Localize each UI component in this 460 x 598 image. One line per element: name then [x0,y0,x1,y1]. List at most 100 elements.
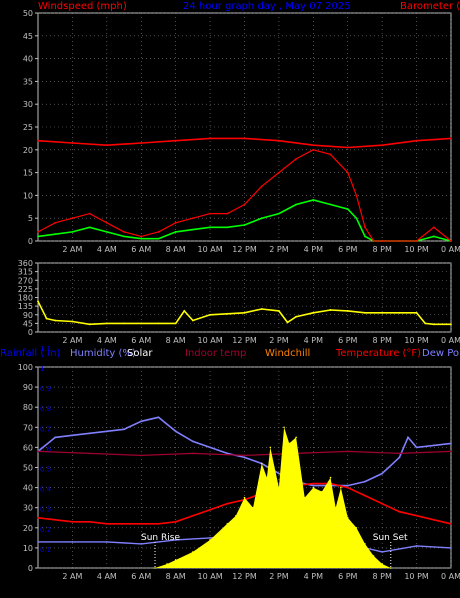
x-tick-label: 2 PM [269,572,288,581]
x-tick-label: 8 AM [166,245,186,254]
rainfall-tick-label: 0.6 [40,445,52,453]
point-barometer [71,142,74,144]
point-direction [183,310,186,312]
point-wind-gust [105,221,108,224]
point-solar [303,496,306,499]
point-barometer [209,137,211,140]
y-tick-label: 35 [23,77,33,86]
x-tick-label: 4 AM [97,572,117,581]
x-tick-label: 10 AM [198,572,223,581]
point-barometer [140,142,143,144]
x-tick-label: 4 AM [97,336,117,345]
x-tick-label: 6 PM [338,572,357,581]
x-tick-label: 6 PM [338,336,357,345]
point-wind-gust [398,240,401,242]
point-wind-avg [105,230,108,233]
point-wind-gust [432,226,435,229]
point-wind-avg [260,217,263,220]
point-direction [191,319,194,322]
point-barometer [37,139,39,142]
x-tick-label: 2 AM [62,336,82,345]
point-humidity [312,484,315,487]
legend-indoor-temp: Indoor temp [185,348,246,359]
point-wind-avg [329,203,332,206]
point-wind-gust [450,240,452,242]
point-solar [235,514,237,517]
point-temperature [364,494,366,497]
point-direction [346,310,349,312]
point-temperature [88,520,91,523]
y-tick-label: 45 [23,32,33,41]
point-temperature [54,518,57,521]
point-temperature [37,516,39,519]
point-indoor-temp [88,452,91,455]
x-tick-label: 0 AM [441,245,460,254]
point-indoor-temp [398,452,401,455]
point-direction [226,312,229,315]
rainfall-tick-label: 0.1 [40,546,51,554]
point-barometer [312,144,315,147]
x-tick-label: 10 PM [404,572,429,581]
point-humidity [71,434,74,437]
point-direction [329,309,332,311]
point-direction [88,323,91,326]
point-solar [295,436,297,439]
point-wind-avg [123,235,125,238]
point-direction [415,311,418,314]
y-tick-label: 0 [28,564,33,573]
point-wind-gust [346,171,349,174]
point-direction [54,319,57,322]
rainfall-tick-label: 0.3 [40,506,51,514]
x-tick-label: 12 PM [232,572,257,581]
rainfall-tick-label: 0.9 [40,385,51,393]
point-wind-avg [432,235,435,238]
legend-humidity: Humidity (%) [70,348,136,359]
point-indoor-temp [37,450,39,453]
point-solar [260,462,263,465]
y-tick-label: 135 [18,302,33,311]
point-barometer [174,139,177,142]
point-wind-gust [355,194,358,197]
y-tick-label: 270 [18,276,33,285]
point-dew-point [37,540,39,543]
point-solar [174,559,177,561]
y-tick-label: 45 [23,319,33,328]
point-temperature [105,522,108,525]
point-direction [278,310,280,312]
point-wind-gust [312,148,315,151]
point-indoor-temp [243,454,246,457]
point-barometer [415,139,418,142]
point-temperature [174,520,177,523]
x-tick-label: 8 PM [372,336,391,345]
x-tick-label: 4 PM [304,245,323,254]
point-barometer [243,137,246,140]
point-solar [243,496,246,499]
point-barometer [278,139,280,142]
x-tick-label: 2 AM [62,572,82,581]
point-direction [209,313,211,316]
x-tick-label: 10 AM [198,336,223,345]
point-direction [295,315,298,318]
series-humidity-line [37,416,452,487]
x-tick-label: 2 AM [62,245,82,254]
point-wind-gust [295,158,298,160]
point-wind-gust [140,235,143,238]
x-tick-label: 12 PM [232,336,257,345]
x-tick-label: 8 PM [372,245,391,254]
windspeed-label: Windspeed (mph) [38,1,127,12]
point-direction [398,311,401,314]
point-wind-gust [329,153,332,156]
point-dew-point [450,547,452,549]
point-temperature [140,522,143,525]
y-tick-label: 50 [23,464,33,473]
point-humidity [450,442,452,445]
point-direction [37,300,39,303]
x-tick-label: 2 PM [269,245,288,254]
y-tick-label: 180 [18,294,33,303]
point-wind-avg [157,237,160,240]
point-wind-gust [88,212,91,215]
point-wind-avg [88,226,91,229]
point-solar [355,527,358,529]
point-solar [283,426,285,429]
point-humidity [243,456,246,459]
